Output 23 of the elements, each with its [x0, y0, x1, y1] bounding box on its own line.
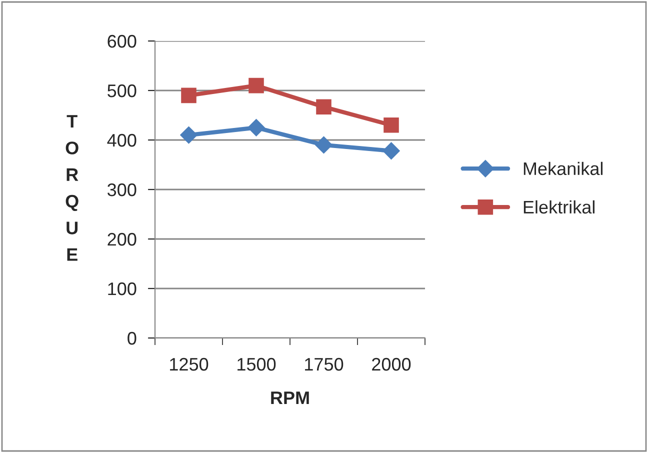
x-tick-label: 1250	[170, 358, 208, 371]
x-tick-label: 1750	[305, 358, 344, 371]
point	[316, 99, 332, 114]
legend-label: Elektrikal	[524, 200, 594, 214]
legend-label: Mekanikal	[524, 162, 603, 176]
point	[181, 88, 196, 104]
x-tick-label: 2000	[372, 358, 411, 371]
point	[315, 136, 332, 154]
point	[248, 119, 265, 136]
x-tick-label: 1500	[238, 358, 276, 371]
y-tick-label: 300	[108, 183, 136, 196]
point	[382, 142, 400, 160]
y-tick-label: 200	[108, 232, 136, 246]
y-tick-label: 600	[108, 34, 136, 48]
y-tick-label: 400	[107, 134, 136, 147]
point	[180, 126, 198, 144]
x-axis-title: RPM	[271, 392, 309, 404]
point	[248, 78, 264, 94]
point	[384, 118, 399, 133]
y-tick-label: 500	[108, 84, 136, 98]
y-tick-label: 0	[128, 332, 136, 345]
y-axis-title: TORQUE	[66, 115, 78, 261]
y-tick-label: 100	[108, 282, 136, 296]
